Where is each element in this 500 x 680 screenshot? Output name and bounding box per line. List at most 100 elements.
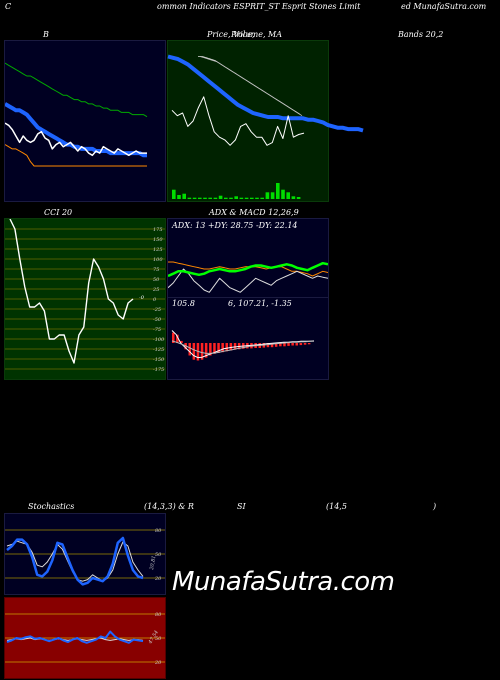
ma-short-line [167, 54, 364, 133]
volume-bar [198, 197, 202, 199]
cci-tick-label: -100 [153, 337, 165, 343]
cci-tag: -0 [139, 295, 145, 301]
header-left: C [5, 2, 12, 11]
stochastics-panel: 80 50 20 20,81 [4, 513, 166, 595]
volume-bar [281, 189, 285, 199]
panel-background [168, 41, 328, 201]
cci-tick-label: 150 [153, 237, 163, 243]
cci-tick-label: 0 [153, 297, 157, 303]
volume-bar [187, 197, 192, 199]
rsi-tick-label: 50 [155, 636, 162, 642]
cci-tick-label: -175 [153, 367, 164, 373]
volume-bar [296, 197, 301, 199]
cci-tick-label: -75 [153, 327, 161, 333]
volume-bar [265, 192, 270, 199]
price-volume-ma-label: Price, Volume, MA [207, 30, 283, 39]
rsi-tick-label: 20 [154, 660, 162, 666]
volume-bar [244, 197, 249, 199]
stoch-tick-label: 50 [155, 552, 162, 558]
macd-histogram-bar [209, 343, 212, 356]
price-chart [167, 41, 364, 201]
macd-histogram-bar [303, 343, 307, 345]
macd-histogram-bar [291, 343, 294, 346]
macd-histogram-bar [225, 343, 228, 352]
adx-line [168, 268, 328, 293]
volume-bar [172, 189, 176, 199]
macd-histogram-bar [204, 343, 208, 358]
header-site: ed MunafaSutra.com [401, 2, 487, 11]
upper-band-line [5, 62, 148, 118]
macd-histogram-bar [307, 343, 311, 345]
macd-histogram-bar [188, 343, 191, 356]
bollinger-chart [5, 41, 165, 201]
macd-histogram-bar [295, 343, 298, 346]
volume-bar [182, 193, 186, 199]
price-overlap-label: Price, [231, 30, 255, 39]
volume-bar [234, 196, 238, 199]
volume-bar [203, 197, 207, 199]
cci-chart: 175 150 125 100 75 50 25 0 -25 -50 -75 -100 -125 -150… [5, 219, 165, 379]
volume-bar [208, 197, 212, 199]
macd-histogram-bar [176, 334, 179, 343]
stochastics-params: (14,3,3) & R [144, 502, 194, 511]
macd-histogram-bar [270, 343, 274, 348]
macd-histogram-bar [274, 343, 278, 347]
price-line [5, 122, 147, 157]
macd-values-a: 105.8 [172, 299, 195, 308]
adx-chart [168, 219, 328, 297]
stoch-value-tag: 20,81 [149, 555, 158, 571]
macd-histogram-bar [192, 343, 196, 360]
header-title: ommon Indicators ESPRIT_ST Esprit Stones… [157, 2, 361, 11]
middle-band-line [5, 102, 147, 158]
cci-line [9, 219, 134, 364]
volume-bar [177, 195, 181, 199]
rsi-params: (14,5 [326, 502, 347, 511]
volume-bar [260, 197, 264, 199]
stoch-k-line [6, 536, 144, 586]
cci-tick-label: -150 [153, 357, 165, 363]
rsi-tick-label: 80 [155, 612, 162, 618]
cci-tick-label: 100 [153, 257, 163, 263]
macd-histogram-bar [229, 343, 233, 351]
watermark: MunafaSutra.com [172, 567, 395, 597]
bands-right-label: Bands 20,2 [398, 30, 444, 39]
rsi-panel: 80 50 20 47.54 [4, 597, 166, 679]
price-line [171, 96, 305, 146]
cci-tick-label: 175 [153, 227, 163, 233]
cci-tick-label: 50 [153, 277, 160, 283]
volume-bar [224, 197, 228, 199]
volume-bar [286, 192, 290, 199]
panel-background [168, 298, 328, 379]
cci-tick-label: -125 [153, 347, 164, 353]
rsi-label: SI [237, 502, 246, 511]
adx-panel [167, 218, 329, 298]
macd-histogram-bar [221, 343, 224, 353]
rsi-close: ) [433, 502, 437, 511]
panel-background [168, 219, 328, 297]
macd-histogram-bar [299, 343, 303, 346]
cci-tick-label: 25 [152, 287, 159, 293]
macd-histogram-bar [213, 343, 216, 354]
macd-values-b: 6, 107.21, -1.35 [228, 299, 292, 308]
cci-panel: 175 150 125 100 75 50 25 0 -25 -50 -75 -100 -125 -150… [4, 218, 166, 380]
adx-macd-label: ADX & MACD 12,26,9 [209, 208, 299, 217]
macd-histogram-bar [233, 343, 237, 350]
volume-bar [213, 197, 218, 199]
volume-bar [218, 195, 223, 199]
bollinger-panel [4, 40, 166, 202]
volume-bar [255, 197, 259, 199]
macd-chart [168, 298, 328, 379]
volume-bar [270, 192, 275, 199]
rsi-line [6, 630, 144, 644]
cci-tick-label: -50 [153, 317, 162, 323]
signal-line [171, 340, 314, 354]
volume-bar [229, 197, 233, 199]
macd-panel [167, 297, 329, 380]
stochastics-label: Stochastics [28, 502, 75, 511]
price-panel [167, 40, 364, 202]
cci-tick-label: 75 [153, 267, 159, 273]
macd-histogram-bar [283, 343, 286, 347]
macd-histogram-bar [180, 340, 183, 343]
cci-tick-label: -25 [153, 307, 161, 313]
stochastics-chart: 80 50 20 20,81 [5, 514, 165, 594]
